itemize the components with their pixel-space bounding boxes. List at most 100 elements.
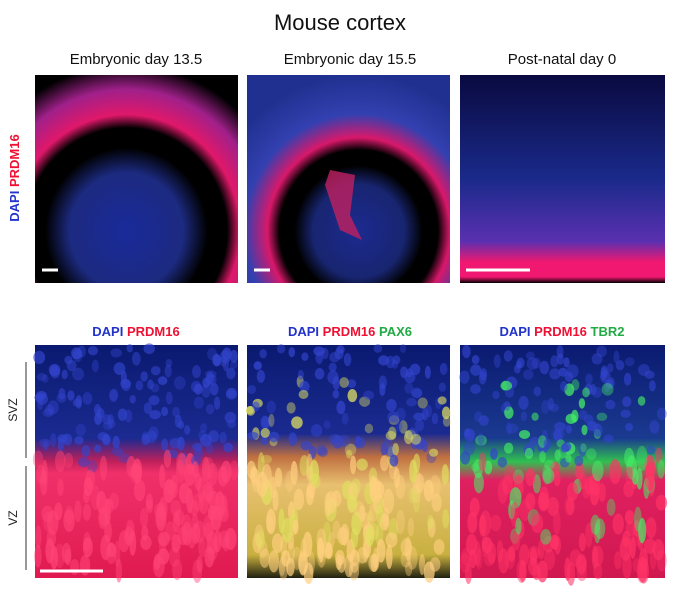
cell xyxy=(625,423,634,432)
cell xyxy=(71,347,82,360)
cell xyxy=(382,507,390,528)
cell xyxy=(543,535,554,553)
cell xyxy=(615,360,625,371)
cell xyxy=(623,481,634,498)
cell xyxy=(633,506,642,532)
cell xyxy=(130,463,142,479)
cell xyxy=(581,424,588,436)
cell xyxy=(126,344,134,353)
cell xyxy=(427,517,436,538)
cell xyxy=(308,551,315,575)
cell xyxy=(531,357,541,369)
cell xyxy=(247,431,259,440)
cell xyxy=(339,377,349,388)
cell xyxy=(379,455,389,472)
cell xyxy=(292,519,299,535)
cell xyxy=(276,344,286,354)
cell xyxy=(293,488,305,511)
cell xyxy=(637,396,646,406)
cell xyxy=(42,440,49,451)
cell xyxy=(554,422,566,432)
cell xyxy=(624,510,635,525)
cell xyxy=(268,431,280,443)
cell xyxy=(564,496,575,516)
cell xyxy=(61,542,72,564)
cell xyxy=(525,468,536,487)
cell xyxy=(110,348,122,358)
cell xyxy=(207,490,219,508)
cell xyxy=(146,430,157,444)
cell xyxy=(542,468,555,484)
cell xyxy=(225,387,238,400)
stain: TBR2 xyxy=(591,324,625,339)
cell xyxy=(544,459,555,470)
stain: DAPI xyxy=(288,324,319,339)
cell xyxy=(129,530,137,556)
cell xyxy=(175,459,186,484)
cell xyxy=(622,396,632,408)
cell xyxy=(317,447,329,458)
cell xyxy=(479,510,492,537)
cell xyxy=(413,453,421,473)
cell xyxy=(594,518,606,539)
cell xyxy=(35,525,42,549)
cell xyxy=(613,350,620,364)
cell xyxy=(354,435,362,447)
cell xyxy=(96,490,107,514)
cell xyxy=(373,481,385,499)
cell xyxy=(385,430,397,441)
cell xyxy=(404,382,414,394)
cell xyxy=(209,382,219,396)
cell xyxy=(475,547,483,570)
cell xyxy=(63,509,75,533)
cell xyxy=(386,399,397,412)
cell xyxy=(623,372,632,386)
panel-title: Embryonic day 13.5 xyxy=(70,51,203,68)
cell xyxy=(148,395,160,406)
cell xyxy=(224,411,237,424)
cell xyxy=(230,349,238,364)
cell xyxy=(368,502,379,523)
cell xyxy=(299,380,310,393)
cell xyxy=(82,537,93,558)
cell xyxy=(399,344,407,353)
cell xyxy=(637,363,650,376)
cell xyxy=(399,420,408,434)
cell xyxy=(571,379,580,391)
cell xyxy=(484,460,493,475)
cell xyxy=(157,376,168,386)
cell xyxy=(173,376,186,390)
cell xyxy=(592,545,604,567)
cell xyxy=(536,560,548,583)
cell xyxy=(192,365,202,379)
cell xyxy=(421,407,429,421)
cell xyxy=(94,444,102,453)
cell xyxy=(155,506,167,532)
cell xyxy=(359,396,371,407)
cell xyxy=(343,352,352,367)
cell xyxy=(224,527,237,551)
cell xyxy=(208,430,220,443)
cell xyxy=(64,355,73,365)
region-label: SVZ xyxy=(6,398,20,421)
cell xyxy=(607,363,614,373)
cell xyxy=(201,383,211,398)
cell xyxy=(412,488,421,513)
micrograph xyxy=(459,344,668,586)
stain: PRDM16 xyxy=(534,324,587,339)
cell xyxy=(207,347,218,361)
cell xyxy=(172,559,183,581)
stain: DAPI xyxy=(7,191,22,222)
cell xyxy=(431,412,439,425)
cell xyxy=(143,402,152,414)
cell xyxy=(42,408,54,418)
cell xyxy=(473,459,483,479)
cell xyxy=(192,559,202,584)
cell xyxy=(442,508,450,529)
cell xyxy=(433,539,445,555)
cell xyxy=(161,438,169,451)
cell xyxy=(656,407,667,421)
stain-label: DAPI PRDM16 xyxy=(7,134,22,221)
cell xyxy=(140,535,152,550)
cell xyxy=(112,435,120,449)
